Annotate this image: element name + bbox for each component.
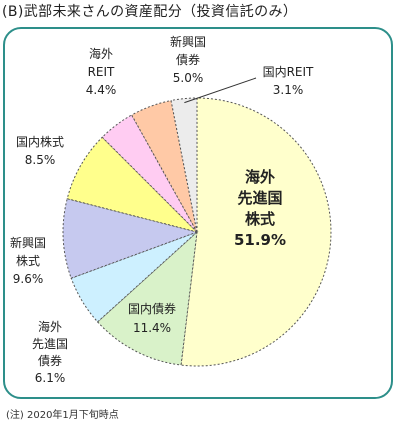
slice-label: 新興国株式 9.6% <box>10 235 46 286</box>
footnote: (注) 2020年1月下旬時点 <box>6 410 119 421</box>
slice-name-label: 海外 <box>245 168 275 186</box>
slice-value-label: 4.4% <box>86 83 117 97</box>
slice-name-label: 国内REIT <box>263 65 314 79</box>
slice-name-label: 株式 <box>16 253 40 268</box>
slice-value-label: 11.4% <box>133 321 171 335</box>
slice-label: 国内株式 8.5% <box>16 134 64 167</box>
pie-slice <box>180 97 332 367</box>
slice-label: 海外先進国株式 51.9% <box>234 168 286 249</box>
slice-label: 国内REIT 3.1% <box>263 65 314 97</box>
slice-label: 国内債券 11.4% <box>128 301 176 335</box>
pie-slice <box>62 198 199 279</box>
slice-label: 海外 REIT 4.4% <box>86 46 117 97</box>
slice-label: 海外先進国債券 6.1% <box>32 319 68 385</box>
slice-value-label: 8.5% <box>25 153 56 167</box>
pie-slice <box>131 99 198 233</box>
slice-value-label: 5.0% <box>173 71 204 85</box>
slice-name-label: 新興国 <box>10 235 46 250</box>
slice-name-label: 先進国 <box>237 189 282 207</box>
slice-name-label: 新興国 <box>170 34 206 49</box>
slice-name-label: 先進国 <box>32 337 68 351</box>
slice-name-label: 国内債券 <box>128 301 176 316</box>
slice-name-label: 国内株式 <box>16 134 64 149</box>
chart-title: (B)武部未来さんの資産配分（投資信託のみ） <box>2 4 298 20</box>
slice-value-label: 3.1% <box>273 83 304 97</box>
slice-value-label: 9.6% <box>13 272 44 286</box>
slice-label: 新興国債券 5.0% <box>170 34 206 85</box>
slice-value-label: 6.1% <box>35 371 66 385</box>
slice-name-label: 株式 <box>245 210 275 228</box>
slice-name-label: 海外 <box>89 46 113 61</box>
slice-name-label: 債券 <box>38 353 62 368</box>
pie-slice <box>101 114 198 233</box>
leader-line <box>184 77 257 104</box>
slice-name-label: 海外 <box>38 319 62 334</box>
slice-name-label: REIT <box>88 65 115 79</box>
slice-name-label: 債券 <box>176 52 200 67</box>
pie-slice <box>96 230 198 366</box>
slice-value-label: 51.9% <box>234 231 286 249</box>
